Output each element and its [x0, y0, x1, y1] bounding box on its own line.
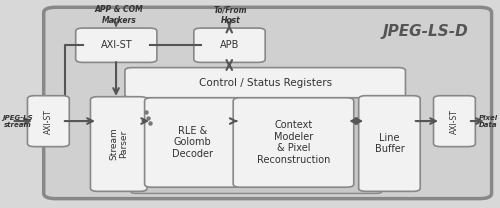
FancyBboxPatch shape — [138, 97, 382, 189]
Text: APB: APB — [220, 40, 239, 50]
Text: APP & COM
Markers: APP & COM Markers — [94, 5, 144, 25]
FancyBboxPatch shape — [125, 68, 406, 98]
Text: To/From
Host: To/From Host — [214, 5, 248, 25]
FancyBboxPatch shape — [144, 98, 240, 187]
Text: Line
Buffer: Line Buffer — [374, 133, 404, 154]
FancyBboxPatch shape — [358, 96, 420, 191]
FancyBboxPatch shape — [44, 7, 492, 199]
Text: AXI-ST: AXI-ST — [44, 109, 53, 134]
Text: Control / Status Registers: Control / Status Registers — [198, 78, 332, 88]
Text: AXI-ST: AXI-ST — [450, 109, 459, 134]
Text: AXI-ST: AXI-ST — [100, 40, 132, 50]
FancyBboxPatch shape — [194, 28, 265, 62]
FancyBboxPatch shape — [135, 97, 382, 191]
Text: Context
Modeler
& Pixel
Reconstruction: Context Modeler & Pixel Reconstruction — [257, 120, 330, 165]
Text: JPEG-LS
stream: JPEG-LS stream — [2, 115, 33, 128]
Text: RLE &
Golomb
Decoder: RLE & Golomb Decoder — [172, 126, 213, 159]
FancyBboxPatch shape — [434, 96, 476, 147]
FancyBboxPatch shape — [131, 97, 382, 193]
FancyBboxPatch shape — [90, 97, 147, 191]
FancyBboxPatch shape — [28, 96, 70, 147]
Text: Stream
Parser: Stream Parser — [109, 128, 128, 160]
FancyBboxPatch shape — [233, 98, 354, 187]
Text: Pixel
Data: Pixel Data — [478, 115, 498, 128]
Text: JPEG-LS-D: JPEG-LS-D — [382, 24, 468, 39]
FancyBboxPatch shape — [76, 28, 157, 62]
